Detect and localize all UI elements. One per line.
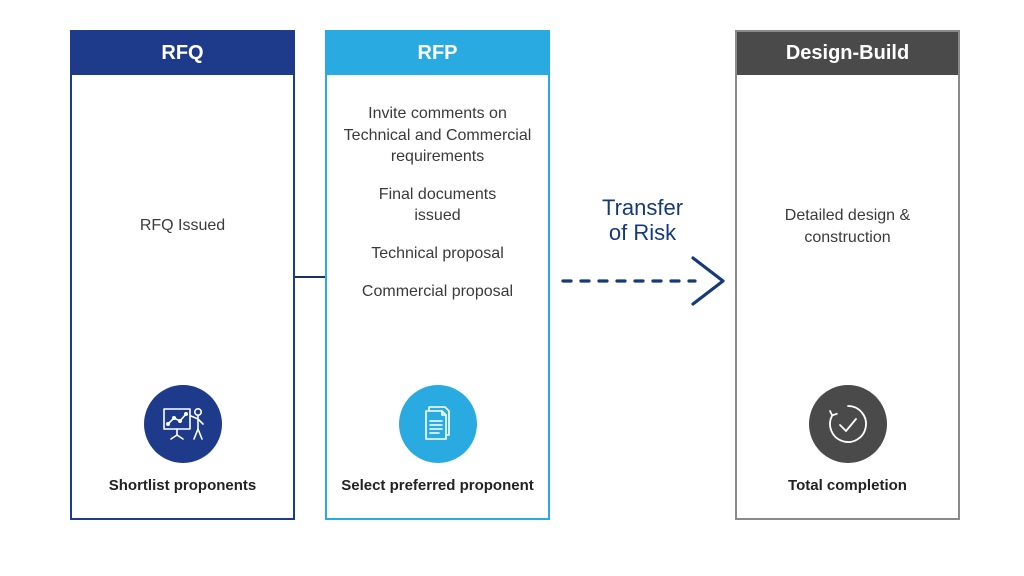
transfer-arrow-group: Transfer of Risk (555, 195, 730, 316)
documents-icon (399, 385, 477, 463)
card-rfp-footer: Select preferred proponent (341, 477, 534, 494)
diagram-stage: RFQ RFQ Issued (0, 0, 1024, 576)
card-rfq-header: RFQ (72, 32, 293, 75)
card-rfq: RFQ RFQ Issued (70, 30, 295, 520)
card-design-build: Design-Build Detailed design & construct… (735, 30, 960, 520)
card-rfp-text-0: Invite comments on Technical and Commerc… (341, 103, 534, 168)
card-db-body: Detailed design & construction Total com… (737, 75, 958, 518)
card-rfp: RFP Invite comments on Technical and Com… (325, 30, 550, 520)
card-db-footer: Total completion (788, 477, 907, 494)
transfer-arrow-label-line2: of Risk (609, 220, 676, 245)
card-rfq-footer: Shortlist proponents (109, 477, 257, 494)
card-rfq-text: RFQ Issued (140, 215, 225, 237)
card-rfp-body: Invite comments on Technical and Commerc… (327, 75, 548, 518)
transfer-arrow-label: Transfer of Risk (602, 195, 683, 246)
connector-rfq-rfp (295, 276, 325, 278)
arrow-icon (555, 246, 730, 316)
card-rfp-text-3: Commercial proposal (362, 281, 513, 303)
card-rfq-body: RFQ Issued (72, 75, 293, 518)
completion-icon (809, 385, 887, 463)
card-db-header: Design-Build (737, 32, 958, 75)
transfer-arrow-label-line1: Transfer (602, 195, 683, 220)
presentation-icon (144, 385, 222, 463)
card-rfp-header: RFP (327, 32, 548, 75)
card-db-text: Detailed design & construction (768, 205, 928, 248)
card-rfp-text-1: Final documents issued (363, 184, 513, 227)
card-rfp-text-2: Technical proposal (371, 243, 504, 265)
